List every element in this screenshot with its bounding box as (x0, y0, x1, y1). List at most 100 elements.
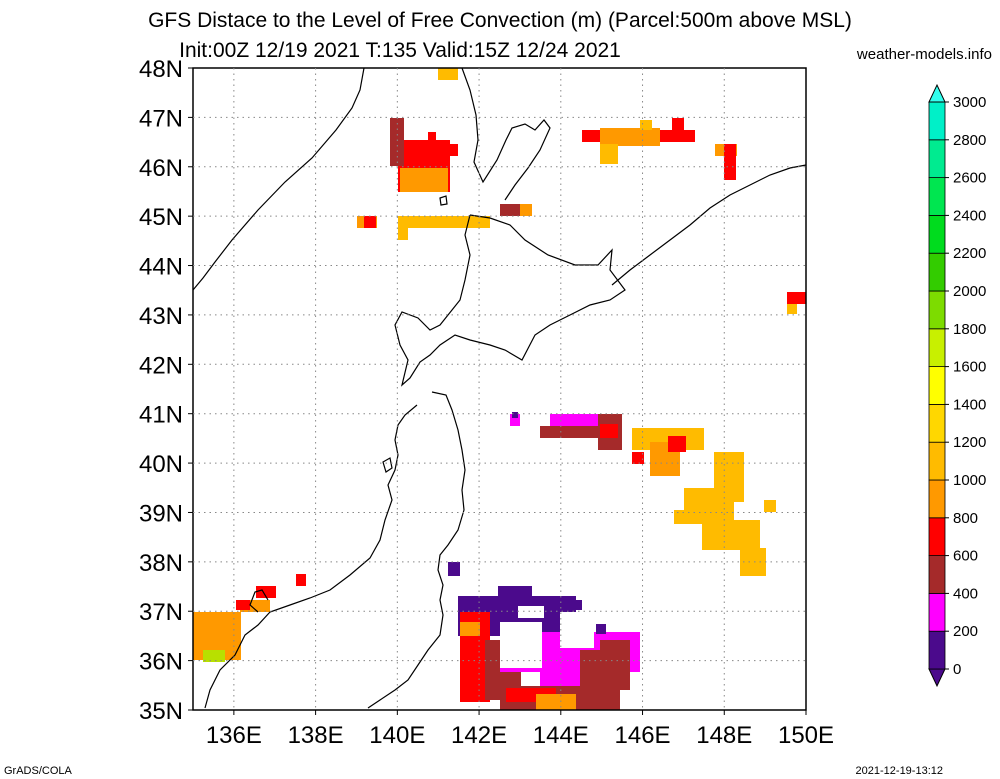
colorbar-swatch (928, 366, 946, 405)
field-cell (685, 130, 695, 142)
colorbar-label: 2200 (953, 245, 986, 262)
field-cell (764, 500, 776, 512)
field-cell (536, 694, 576, 710)
lat-tick-label: 37N (139, 599, 183, 626)
colorbar-label: 0 (953, 661, 961, 678)
coastline-noto (249, 589, 269, 613)
colorbar-label: 1800 (953, 321, 986, 338)
colorbar-swatch (928, 403, 946, 443)
field-cell (460, 622, 480, 636)
coastline-honshu-east (367, 391, 466, 709)
field-cell (400, 168, 448, 192)
colorbar-swatch (928, 630, 946, 670)
colorbar-swatch (928, 214, 946, 254)
field-gap (560, 612, 594, 648)
lon-tick-label: 136E (206, 722, 262, 749)
colorbar-swatch (928, 101, 946, 141)
colorbar-under-triangle (928, 668, 946, 688)
colorbar-swatch (928, 555, 946, 594)
colorbar-label: 1400 (953, 396, 986, 413)
colorbar-swatch (928, 290, 946, 330)
colorbar-swatch (928, 139, 946, 179)
field-gap (518, 606, 544, 618)
field-cell (600, 424, 618, 438)
field-cell (640, 120, 652, 130)
field-cell (203, 650, 225, 662)
field-cell (296, 574, 306, 586)
footer-timestamp: 2021-12-19-13:12 (855, 765, 943, 777)
field-cell (632, 452, 644, 464)
coastline-sado (382, 457, 393, 473)
field-cell (600, 640, 630, 690)
coastline-sakhalin (461, 67, 551, 201)
field-cell (702, 520, 760, 550)
axis-ticks: 136E 138E 140E 142E 144E 146E 148E 150E 35N 36N 37… (139, 56, 834, 749)
lon-tick-label: 150E (778, 722, 834, 749)
coastline-honshu-west (204, 404, 418, 709)
lon-tick-label: 148E (696, 722, 752, 749)
lat-tick-label: 42N (139, 352, 183, 379)
lat-tick-label: 38N (139, 550, 183, 577)
field-cell (448, 562, 460, 576)
field-cell (520, 204, 532, 216)
lon-tick-label: 142E (451, 722, 507, 749)
lon-tick-label: 140E (369, 722, 425, 749)
colorbar-swatch (928, 517, 946, 556)
field-gap (500, 622, 542, 668)
lat-tick-label: 36N (139, 649, 183, 676)
field-cell (596, 624, 606, 634)
colorbar-label: 2800 (953, 132, 986, 149)
colorbar: 0 200 400 600 800 1000 1200 1400 1600 1800 2000 220… (928, 83, 986, 688)
coastline-sakhalin-mainland (192, 67, 365, 291)
field-cell (600, 128, 660, 146)
chart-subtitle: Init:00Z 12/19 2021 T:135 Valid:15Z 12/2… (179, 39, 621, 62)
field-cell (498, 586, 532, 606)
colorbar-swatch (928, 441, 946, 481)
colorbar-swatch (928, 328, 946, 367)
coastline-layer (192, 67, 807, 709)
field-cell (448, 144, 458, 156)
colorbar-swatch (928, 252, 946, 292)
lat-tick-label: 41N (139, 402, 183, 429)
colorbar-label: 200 (953, 623, 978, 640)
lat-tick-label: 43N (139, 303, 183, 330)
lat-tick-label: 44N (139, 254, 183, 281)
coastline-rishiri (439, 195, 448, 206)
lat-tick-label: 39N (139, 500, 183, 527)
chart-title: GFS Distace to the Level of Free Convect… (148, 9, 852, 32)
field-cell (398, 226, 408, 240)
colorbar-label: 2000 (953, 283, 986, 300)
coastline-kurils (611, 164, 807, 286)
colorbar-label: 1600 (953, 359, 986, 376)
colorbar-label: 600 (953, 548, 978, 565)
field-cell (428, 132, 436, 148)
colorbar-label: 2600 (953, 170, 986, 187)
colorbar-label: 3000 (953, 94, 986, 111)
field-cell (787, 304, 797, 314)
colorbar-swatch (928, 479, 946, 519)
lat-tick-label: 45N (139, 204, 183, 231)
field-cell (724, 144, 736, 180)
colorbar-label: 1200 (953, 434, 986, 451)
lon-tick-label: 146E (615, 722, 671, 749)
lat-tick-label: 40N (139, 451, 183, 478)
coastline-hokkaido (394, 214, 626, 387)
field-cell (390, 118, 404, 166)
field-cell (398, 216, 490, 228)
field-cell (787, 292, 806, 304)
field-cell (512, 412, 518, 418)
colorbar-swatch (928, 177, 946, 216)
field-cell (438, 68, 458, 80)
lon-tick-label: 144E (533, 722, 589, 749)
colorbar-label: 2400 (953, 207, 986, 224)
footer-credit: GrADS/COLA (4, 765, 72, 777)
lat-tick-label: 46N (139, 155, 183, 182)
field-cell (672, 118, 684, 130)
field-cell (510, 414, 520, 426)
lat-tick-label: 48N (139, 56, 183, 83)
field-cell (236, 600, 250, 610)
colorbar-swatch (928, 593, 946, 632)
colorbar-label: 800 (953, 510, 978, 527)
lat-tick-label: 35N (139, 698, 183, 725)
